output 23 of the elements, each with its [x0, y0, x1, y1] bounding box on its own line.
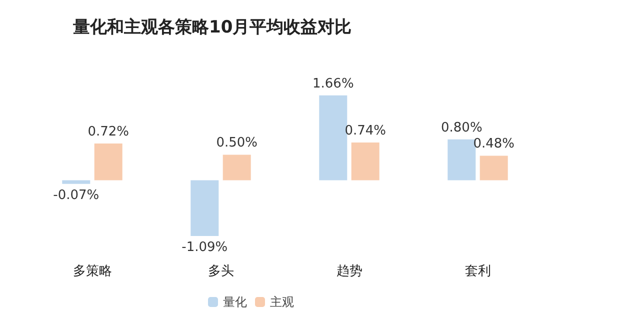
- data-label: -0.07%: [53, 188, 100, 203]
- bar: [448, 139, 476, 180]
- bar: [319, 95, 348, 180]
- data-label: 0.72%: [88, 124, 130, 140]
- legend-label: 主观: [270, 295, 294, 309]
- chart-title: 量化和主观各策略10月平均收益对比: [72, 18, 352, 38]
- bar: [480, 156, 508, 180]
- legend-label: 量化: [223, 295, 247, 309]
- data-label: -1.09%: [182, 240, 228, 256]
- x-tick-label: 多策略: [72, 264, 112, 279]
- x-tick-label: 多头: [208, 264, 234, 279]
- bar: [94, 143, 122, 180]
- x-tick-label: 套利: [464, 264, 491, 279]
- bar: [62, 180, 90, 184]
- data-label: 0.50%: [216, 136, 258, 151]
- data-label: 0.48%: [473, 136, 515, 152]
- x-tick-label: 趋势: [336, 264, 362, 279]
- bar: [222, 154, 251, 180]
- bar: [351, 142, 380, 180]
- bar: [190, 180, 219, 236]
- data-label: 1.66%: [312, 76, 354, 92]
- data-label: 0.74%: [344, 123, 386, 138]
- data-label: 0.80%: [440, 120, 482, 136]
